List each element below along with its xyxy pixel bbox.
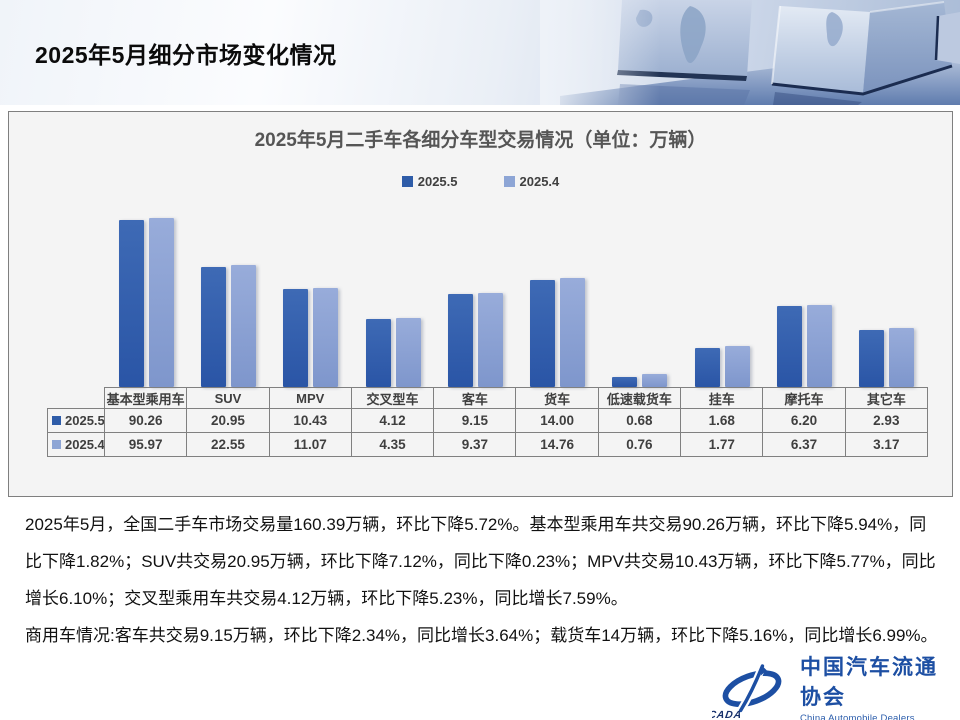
table-value-cell: 1.77	[680, 432, 764, 457]
cada-logo-icon: CADA	[712, 664, 782, 720]
table-value-cell: 0.76	[597, 432, 682, 457]
table-header-cell: 挂车	[680, 387, 764, 409]
bar-group-交叉型车	[352, 208, 434, 387]
bar-2025.5-交叉型车	[365, 319, 391, 387]
table-value-cell: 9.15	[433, 408, 517, 433]
summary-text-block: 2025年5月，全国二手车市场交易量160.39万辆，环比下降5.72%。基本型…	[25, 506, 941, 654]
table-value-cell: 14.76	[515, 432, 599, 457]
bar-group-SUV	[187, 208, 269, 387]
bar-2025.5-其它车	[859, 330, 885, 387]
table-header-cell: 货车	[515, 387, 599, 409]
bar-2025.4-挂车	[724, 346, 750, 387]
table-header-cell: 摩托车	[762, 387, 846, 409]
series-swatch-icon	[52, 416, 61, 425]
series-name: 2025.4	[65, 437, 105, 452]
bar-2025.4-基本型乘用车	[148, 218, 174, 387]
bars-row	[105, 208, 928, 387]
table-value-cell: 2.93	[844, 408, 928, 433]
logo-text: 中国汽车流通协会 China Automobile Dealers Associ…	[800, 651, 960, 720]
table-header-row: 基本型乘用车 SUV MPV 交叉型车 客车 货车 低速载货车 挂车 摩托车 其它车	[48, 387, 928, 409]
legend-label: 2025.4	[519, 174, 560, 189]
legend-item-2025.5: 2025.5	[401, 174, 458, 189]
page-title: 2025年5月细分市场变化情况	[35, 42, 337, 68]
table-value-cell: 10.43	[268, 408, 352, 433]
chart-legend: 2025.5 2025.4	[9, 174, 952, 189]
legend-swatch-icon	[503, 176, 515, 187]
cada-logo-text: CADA	[712, 710, 743, 720]
bar-group-其它车	[846, 208, 928, 387]
bar-2025.5-挂车	[694, 348, 720, 387]
cubes-decoration	[540, 0, 960, 105]
table-header-cell: 低速载货车	[597, 387, 682, 409]
bar-2025.5-低速载货车	[612, 377, 638, 387]
table-value-cell: 9.37	[433, 432, 517, 457]
table-row-label-cell: 2025.4	[47, 432, 105, 457]
bar-2025.4-MPV	[313, 287, 339, 387]
table-value-cell: 3.17	[844, 432, 928, 457]
table-value-cell: 6.20	[762, 408, 846, 433]
table-value-cell: 22.55	[186, 432, 270, 457]
bar-2025.4-客车	[477, 292, 503, 387]
bar-group-MPV	[270, 208, 352, 387]
table-value-cell: 1.68	[680, 408, 764, 433]
table-value-cell: 14.00	[515, 408, 599, 433]
table-header-cell: 交叉型车	[350, 387, 435, 409]
table-row: 2025.5 90.26 20.95 10.43 4.12 9.15 14.00 0.68 1.…	[47, 408, 928, 433]
bar-2025.5-客车	[447, 293, 473, 387]
table-value-cell: 95.97	[103, 432, 188, 457]
table-body: 2025.5 90.26 20.95 10.43 4.12 9.15 14.00 0.68 1.…	[47, 408, 928, 457]
table-header-cell: MPV	[268, 387, 352, 409]
table-value-cell: 4.12	[350, 408, 435, 433]
chart-title: 2025年5月二手车各细分车型交易情况（单位：万辆）	[254, 130, 707, 151]
table-value-cell: 6.37	[762, 432, 846, 457]
table-header-cell: 客车	[433, 387, 517, 409]
bar-group-摩托车	[763, 208, 845, 387]
table-value-cell: 11.07	[268, 432, 352, 457]
table-value-cell: 90.26	[103, 408, 188, 433]
table-value-cell: 20.95	[186, 408, 270, 433]
table-header-cell: 基本型乘用车	[103, 387, 188, 409]
summary-paragraph-2: 商用车情况:客车共交易9.15万辆，环比下降2.34%，同比增长3.64%；载货…	[25, 626, 938, 645]
bar-group-挂车	[681, 208, 763, 387]
logo-name-en: China Automobile Dealers Association	[800, 713, 915, 720]
bar-2025.4-低速载货车	[642, 373, 668, 387]
series-name: 2025.5	[65, 413, 105, 428]
legend-swatch-icon	[401, 176, 413, 187]
bar-group-客车	[434, 208, 516, 387]
bar-2025.5-MPV	[283, 289, 309, 387]
bar-2025.4-交叉型车	[395, 317, 421, 387]
legend-label: 2025.5	[417, 174, 458, 189]
bar-group-基本型乘用车	[105, 208, 187, 387]
table-header-cell: SUV	[186, 387, 270, 409]
bar-2025.5-SUV	[200, 267, 226, 387]
table-row-label-cell: 2025.5	[47, 408, 105, 433]
legend-item-2025.4: 2025.4	[503, 174, 560, 189]
table-value-cell: 0.68	[597, 408, 682, 433]
bar-2025.4-SUV	[230, 264, 256, 387]
table-corner-cell	[48, 388, 105, 409]
chart-data-table: 基本型乘用车 SUV MPV 交叉型车 客车 货车 低速载货车 挂车 摩托车 其它车 2025.5…	[47, 387, 928, 457]
bar-2025.5-货车	[530, 279, 556, 387]
bar-2025.4-摩托车	[807, 305, 833, 387]
slide-header: 2025年5月细分市场变化情况	[0, 0, 960, 105]
summary-paragraph-1: 2025年5月，全国二手车市场交易量160.39万辆，环比下降5.72%。基本型…	[25, 515, 936, 608]
bar-2025.5-摩托车	[777, 306, 803, 387]
bar-group-货车	[516, 208, 598, 387]
header-divider	[0, 105, 960, 111]
organization-logo: CADA 中国汽车流通协会 China Automobile Dealers A…	[712, 651, 960, 720]
series-swatch-icon	[52, 440, 61, 449]
chart-card: 2025年5月二手车各细分车型交易情况（单位：万辆） 2025.5 2025.4 …	[8, 111, 953, 497]
bar-group-低速载货车	[599, 208, 681, 387]
bar-2025.4-其它车	[889, 327, 915, 387]
logo-name-cn: 中国汽车流通协会	[800, 656, 938, 709]
table-header-cell: 其它车	[844, 387, 928, 409]
bar-2025.4-货车	[560, 278, 586, 387]
table-value-cell: 4.35	[350, 432, 435, 457]
bar-2025.5-基本型乘用车	[118, 220, 144, 387]
table-row: 2025.4 95.97 22.55 11.07 4.35 9.37 14.76 0.76 1.…	[47, 432, 928, 457]
